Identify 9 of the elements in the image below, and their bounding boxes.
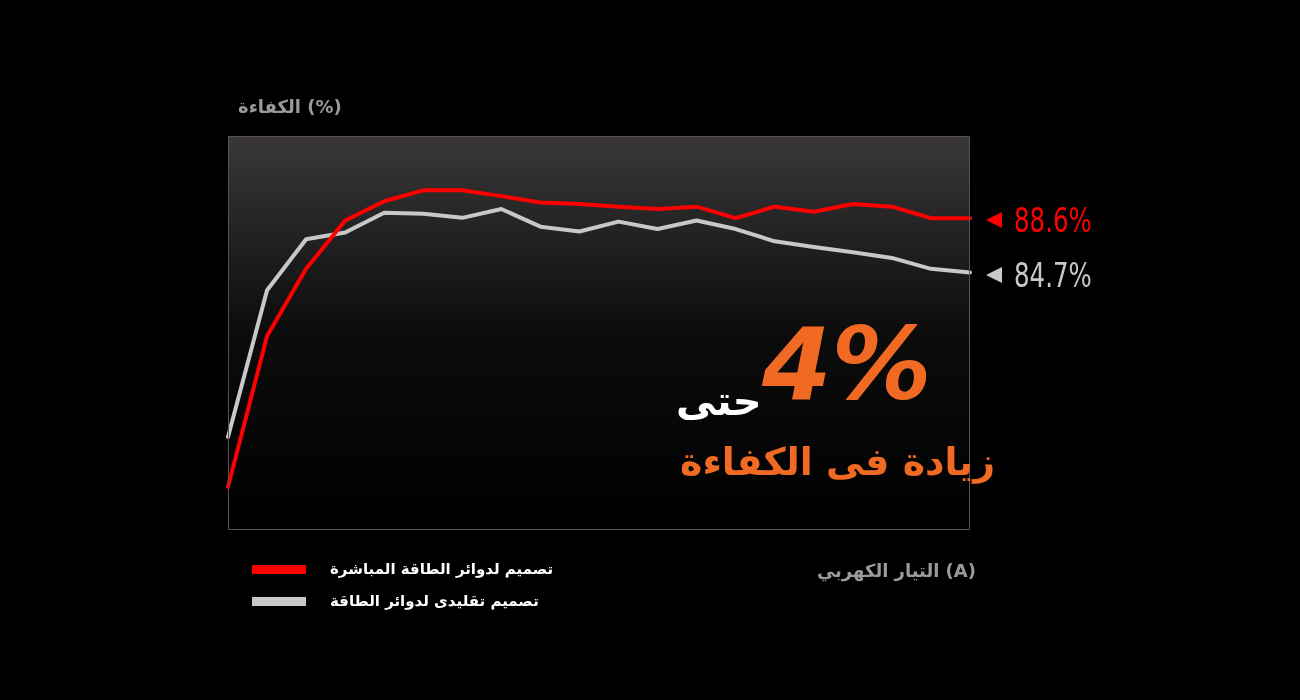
legend-label: تصميم تقليدى لدوائر الطاقة (330, 592, 539, 610)
text: 88.6% (1014, 199, 1092, 240)
annotation: زيادة فى الكفاءة (680, 440, 996, 484)
y-axis-title: (%) الكفاءة (238, 96, 342, 117)
annotation: حتى (676, 378, 762, 424)
x-axis-title: (A) التيار الكهربي (816, 560, 976, 581)
annotation: 4% (762, 306, 932, 423)
text: 84.7% (1014, 255, 1092, 296)
legend-label: تصميم لدوائر الطاقة المباشرة (330, 560, 554, 578)
